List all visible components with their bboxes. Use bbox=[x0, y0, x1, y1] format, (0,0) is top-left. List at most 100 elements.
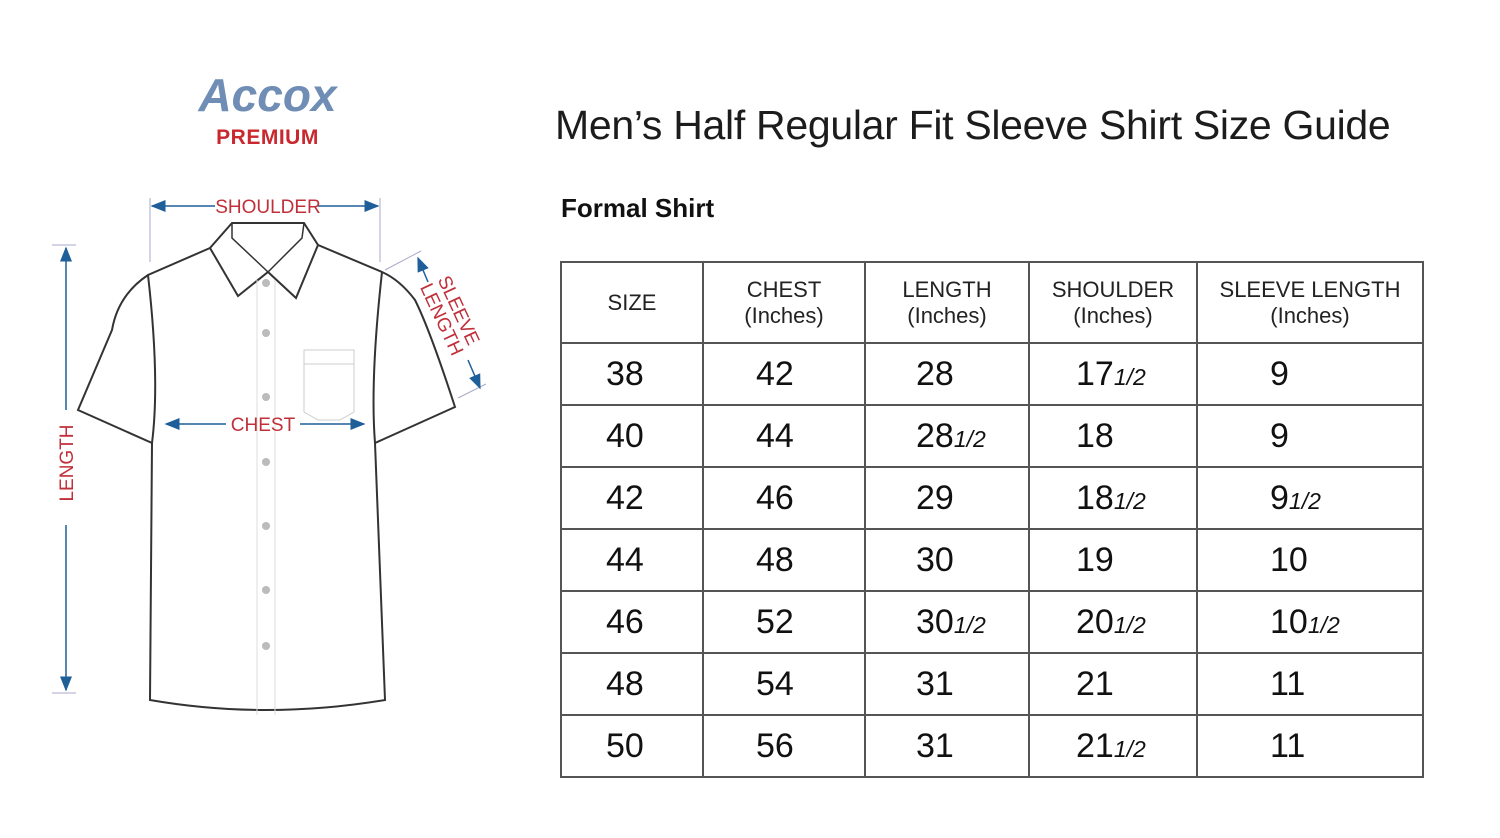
table-cell: 9 bbox=[1196, 342, 1424, 406]
table-cell: 44 bbox=[702, 404, 866, 468]
table-cell: 101/2 bbox=[1196, 590, 1424, 654]
cell-value: 18 bbox=[1076, 416, 1114, 455]
header-label: SIZE bbox=[607, 289, 657, 315]
length-label: LENGTH bbox=[57, 424, 78, 501]
table-cell: 9 bbox=[1196, 404, 1424, 468]
cell-value: 28 bbox=[916, 416, 954, 455]
cell-value: 30 bbox=[916, 540, 954, 579]
cell-value: 31 bbox=[916, 664, 954, 703]
cell-value: 42 bbox=[606, 478, 644, 517]
cell-value: 10 bbox=[1270, 540, 1308, 579]
table-cell: 181/2 bbox=[1028, 466, 1198, 530]
cell-value: 54 bbox=[756, 664, 794, 703]
table-cell: 48 bbox=[702, 528, 866, 592]
table-cell: 19 bbox=[1028, 528, 1198, 592]
table-cell: 42 bbox=[560, 466, 704, 530]
table-cell: 50 bbox=[560, 714, 704, 778]
table-row: 40 44 281/2 18 9 bbox=[560, 404, 1424, 468]
table-cell: 201/2 bbox=[1028, 590, 1198, 654]
cell-value: 11 bbox=[1270, 726, 1306, 765]
table-row: 42 46 29 181/2 91/2 bbox=[560, 466, 1424, 530]
table-row: 44 48 30 19 10 bbox=[560, 528, 1424, 592]
cell-fraction: 1/2 bbox=[953, 611, 986, 638]
cell-value: 28 bbox=[916, 354, 954, 393]
column-header: SLEEVE LENGTH (Inches) bbox=[1196, 261, 1424, 344]
cell-value: 46 bbox=[756, 478, 794, 517]
cell-value: 40 bbox=[606, 416, 644, 455]
header-unit: (Inches) bbox=[1073, 302, 1153, 328]
size-chart-table: SIZE CHEST (Inches) LENGTH (Inches) SHOULDER(… bbox=[560, 261, 1424, 778]
table-cell: 171/2 bbox=[1028, 342, 1198, 406]
table-cell: 52 bbox=[702, 590, 866, 654]
table-cell: 10 bbox=[1196, 528, 1424, 592]
cell-value: 44 bbox=[606, 540, 644, 579]
table-cell: 30 bbox=[864, 528, 1030, 592]
table-cell: 18 bbox=[1028, 404, 1198, 468]
table-cell: 21 bbox=[1028, 652, 1198, 716]
cell-fraction: 1/2 bbox=[1113, 363, 1146, 390]
table-row: 38 42 28 171/2 9 bbox=[560, 342, 1424, 406]
table-row: 48 54 31 21 11 bbox=[560, 652, 1424, 716]
header-unit: (Inches) bbox=[1270, 302, 1350, 328]
table-cell: 281/2 bbox=[864, 404, 1030, 468]
cell-value: 9 bbox=[1270, 416, 1289, 455]
table-cell: 38 bbox=[560, 342, 704, 406]
brand-name: Accox bbox=[198, 69, 337, 121]
table-cell: 44 bbox=[560, 528, 704, 592]
table-cell: 29 bbox=[864, 466, 1030, 530]
table-row: 46 52 301/2 201/2 101/2 bbox=[560, 590, 1424, 654]
table-cell: 301/2 bbox=[864, 590, 1030, 654]
cell-value: 38 bbox=[606, 354, 644, 393]
table-cell: 56 bbox=[702, 714, 866, 778]
brand-tagline: PREMIUM bbox=[216, 126, 319, 149]
cell-value: 30 bbox=[916, 602, 954, 641]
table-cell: 54 bbox=[702, 652, 866, 716]
cell-value: 46 bbox=[606, 602, 644, 641]
table-cell: 11 bbox=[1196, 652, 1424, 716]
section-subtitle: Formal Shirt bbox=[561, 193, 715, 223]
cell-fraction: 1/2 bbox=[1113, 487, 1146, 514]
cell-value: 44 bbox=[756, 416, 794, 455]
cell-value: 42 bbox=[756, 354, 794, 393]
table-cell: 48 bbox=[560, 652, 704, 716]
header-label: CHEST bbox=[746, 276, 822, 302]
header-label: SHOULDER bbox=[1051, 276, 1175, 302]
table-cell: 11 bbox=[1196, 714, 1424, 778]
header-label: SLEEVE LENGTH bbox=[1219, 276, 1401, 302]
cell-value: 19 bbox=[1076, 540, 1114, 579]
cell-value: 29 bbox=[916, 478, 954, 517]
cell-fraction: 1/2 bbox=[953, 425, 986, 452]
cell-value: 17 bbox=[1076, 354, 1114, 393]
cell-value: 21 bbox=[1076, 664, 1114, 703]
cell-fraction: 1/2 bbox=[1113, 735, 1146, 762]
header-unit: (Inches) bbox=[907, 302, 987, 328]
table-cell: 211/2 bbox=[1028, 714, 1198, 778]
header-label: LENGTH bbox=[902, 276, 992, 302]
cell-value: 50 bbox=[606, 726, 644, 765]
table-cell: 40 bbox=[560, 404, 704, 468]
cell-value: 21 bbox=[1076, 726, 1114, 765]
chest-label: CHEST bbox=[231, 415, 296, 436]
table-cell: 46 bbox=[560, 590, 704, 654]
cell-fraction: 1/2 bbox=[1307, 611, 1340, 638]
table-cell: 28 bbox=[864, 342, 1030, 406]
column-header: SIZE bbox=[560, 261, 704, 344]
table-cell: 31 bbox=[864, 652, 1030, 716]
cell-value: 31 bbox=[916, 726, 954, 765]
cell-fraction: 1/2 bbox=[1288, 487, 1321, 514]
table-cell: 46 bbox=[702, 466, 866, 530]
cell-value: 56 bbox=[756, 726, 794, 765]
column-header: SHOULDER (Inches) bbox=[1028, 261, 1198, 344]
buttons bbox=[262, 279, 270, 650]
shoulder-label: SHOULDER bbox=[215, 197, 321, 218]
header-unit: (Inches) bbox=[744, 302, 824, 328]
cell-value: 9 bbox=[1270, 478, 1289, 517]
column-header: CHEST (Inches) bbox=[702, 261, 866, 344]
page-title: Men’s Half Regular Fit Sleeve Shirt Size… bbox=[555, 102, 1391, 148]
cell-value: 48 bbox=[606, 664, 644, 703]
table-header-row: SIZE CHEST (Inches) LENGTH (Inches) SHOULDER(… bbox=[560, 261, 1424, 344]
shirt-measurement-diagram: SHOULDER CHEST LENGTH SLEEVE LENGTH bbox=[52, 197, 487, 715]
cell-fraction: 1/2 bbox=[1113, 611, 1146, 638]
table-cell: 91/2 bbox=[1196, 466, 1424, 530]
cell-value: 18 bbox=[1076, 478, 1114, 517]
